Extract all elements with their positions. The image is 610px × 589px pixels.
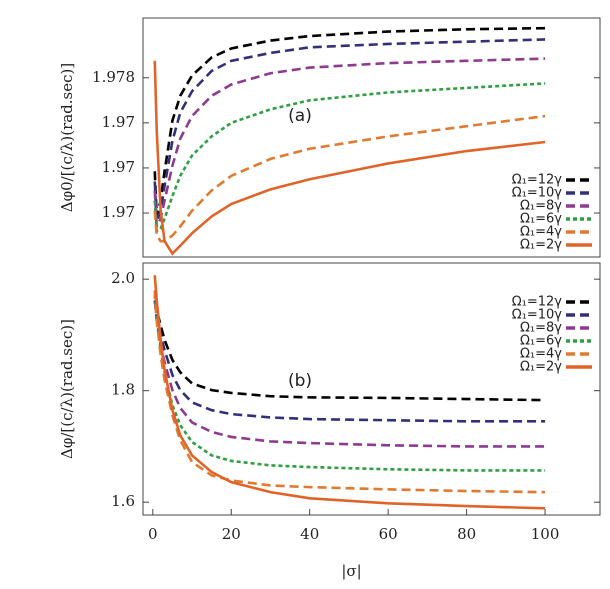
x-axis-label: |σ| [341, 562, 361, 580]
y-tick-label: 1.6 [111, 492, 135, 510]
series-line [153, 114, 546, 243]
series-line [153, 300, 546, 448]
series-line [153, 290, 546, 494]
y-tick-label: 1.978 [92, 68, 135, 86]
legend-label: Ω₁=6γ [520, 334, 562, 349]
legend-label: Ω₁=12γ [512, 173, 563, 188]
y-tick-label: 1.97 [102, 113, 135, 131]
y-tick-label: 1.97 [102, 203, 135, 221]
series-line [153, 82, 546, 234]
plot-frame [142, 17, 601, 258]
legend-label: Ω₁=2γ [520, 360, 562, 375]
x-tick-label: 20 [222, 525, 241, 543]
annotation: (a) [288, 106, 312, 126]
plot-area [153, 26, 546, 256]
legend-label: Ω₁=10γ [512, 308, 563, 323]
y-tick-label: 2.0 [111, 269, 135, 287]
legend-label: Ω₁=4γ [520, 225, 562, 240]
legend-label: Ω₁=8γ [520, 321, 562, 336]
x-tick-label: 0 [148, 525, 158, 543]
series-line [153, 295, 546, 472]
x-tick-label: 60 [379, 525, 398, 543]
y-tick-label: 1.8 [111, 381, 135, 399]
y-axis-label: Δφ/[(c/λ)(rad.sec)] [58, 319, 76, 459]
series-line [153, 300, 546, 423]
y-axis-label: Δφ0/[(c/λ)(rad.sec)] [58, 63, 76, 212]
legend-label: Ω₁=8γ [520, 199, 562, 214]
series-line [153, 300, 546, 402]
series-line [153, 275, 546, 510]
x-tick-label: 40 [300, 525, 319, 543]
series-line [153, 38, 546, 222]
x-tick-label: 80 [457, 525, 476, 543]
series-line [153, 26, 546, 217]
legend-label: Ω₁=6γ [520, 212, 562, 227]
legend-label: Ω₁=12γ [512, 295, 563, 310]
series-line [153, 60, 546, 256]
legend-label: Ω₁=2γ [520, 238, 562, 253]
legend-label: Ω₁=4γ [520, 347, 562, 362]
plot-area [153, 275, 546, 510]
y-tick-label: 1.97 [102, 158, 135, 176]
plot-frame [142, 262, 601, 516]
legend-label: Ω₁=10γ [512, 186, 563, 201]
annotation: (b) [288, 371, 312, 391]
x-tick-label: 100 [531, 525, 560, 543]
